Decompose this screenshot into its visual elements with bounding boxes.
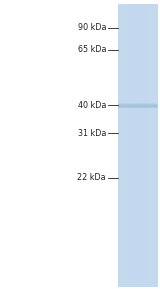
Text: 90 kDa: 90 kDa	[77, 24, 106, 33]
Text: 40 kDa: 40 kDa	[78, 100, 106, 109]
Text: 22 kDa: 22 kDa	[77, 173, 106, 182]
Text: 65 kDa: 65 kDa	[77, 45, 106, 54]
Text: 31 kDa: 31 kDa	[78, 129, 106, 138]
